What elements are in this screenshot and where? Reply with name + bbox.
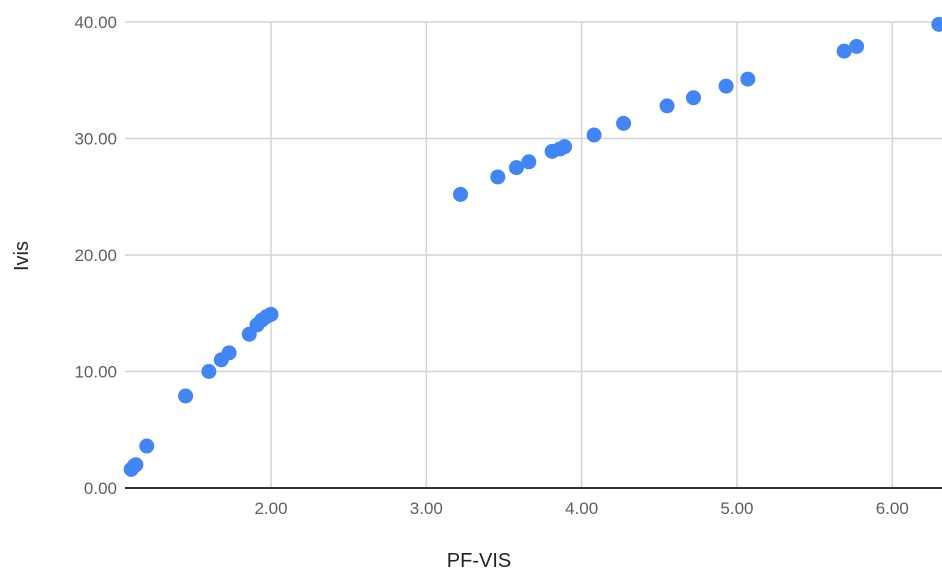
data-point — [740, 71, 756, 87]
x-tick-label: 6.00 — [876, 499, 909, 518]
data-point — [201, 364, 217, 379]
x-tick-label: 2.00 — [254, 499, 287, 518]
data-point — [931, 16, 942, 32]
data-point — [521, 154, 537, 170]
tick-labels: 0.00 10.00 20.00 30.00 40.00 2.00 3.00 4.00 5.00… — [74, 13, 908, 518]
data-point — [836, 43, 852, 59]
y-tick-label: 0.00 — [84, 479, 117, 498]
data-point — [557, 139, 573, 155]
data-point — [508, 160, 524, 176]
x-axis-title: PF-VIS — [447, 550, 511, 572]
data-point — [178, 388, 194, 404]
data-point — [490, 169, 506, 185]
x-tick-label: 5.00 — [720, 499, 753, 518]
y-tick-label: 30.00 — [74, 130, 117, 149]
y-tick-label: 40.00 — [74, 13, 117, 32]
data-point — [221, 345, 237, 361]
y-tick-label: 10.00 — [74, 363, 117, 382]
data-point — [586, 127, 602, 143]
data-point — [452, 186, 468, 202]
gridlines — [125, 21, 942, 489]
data-point — [849, 38, 865, 54]
data-point — [685, 90, 701, 106]
data-point — [139, 438, 155, 454]
x-tick-label: 3.00 — [410, 499, 443, 518]
data-point — [263, 306, 279, 322]
data-point — [616, 115, 632, 131]
data-point — [659, 98, 675, 114]
data-point — [128, 457, 144, 473]
y-axis-title: Ivis — [11, 241, 33, 271]
data-points — [123, 16, 942, 477]
y-tick-label: 20.00 — [74, 246, 117, 265]
x-tick-label: 4.00 — [565, 499, 598, 518]
data-point — [718, 78, 734, 94]
